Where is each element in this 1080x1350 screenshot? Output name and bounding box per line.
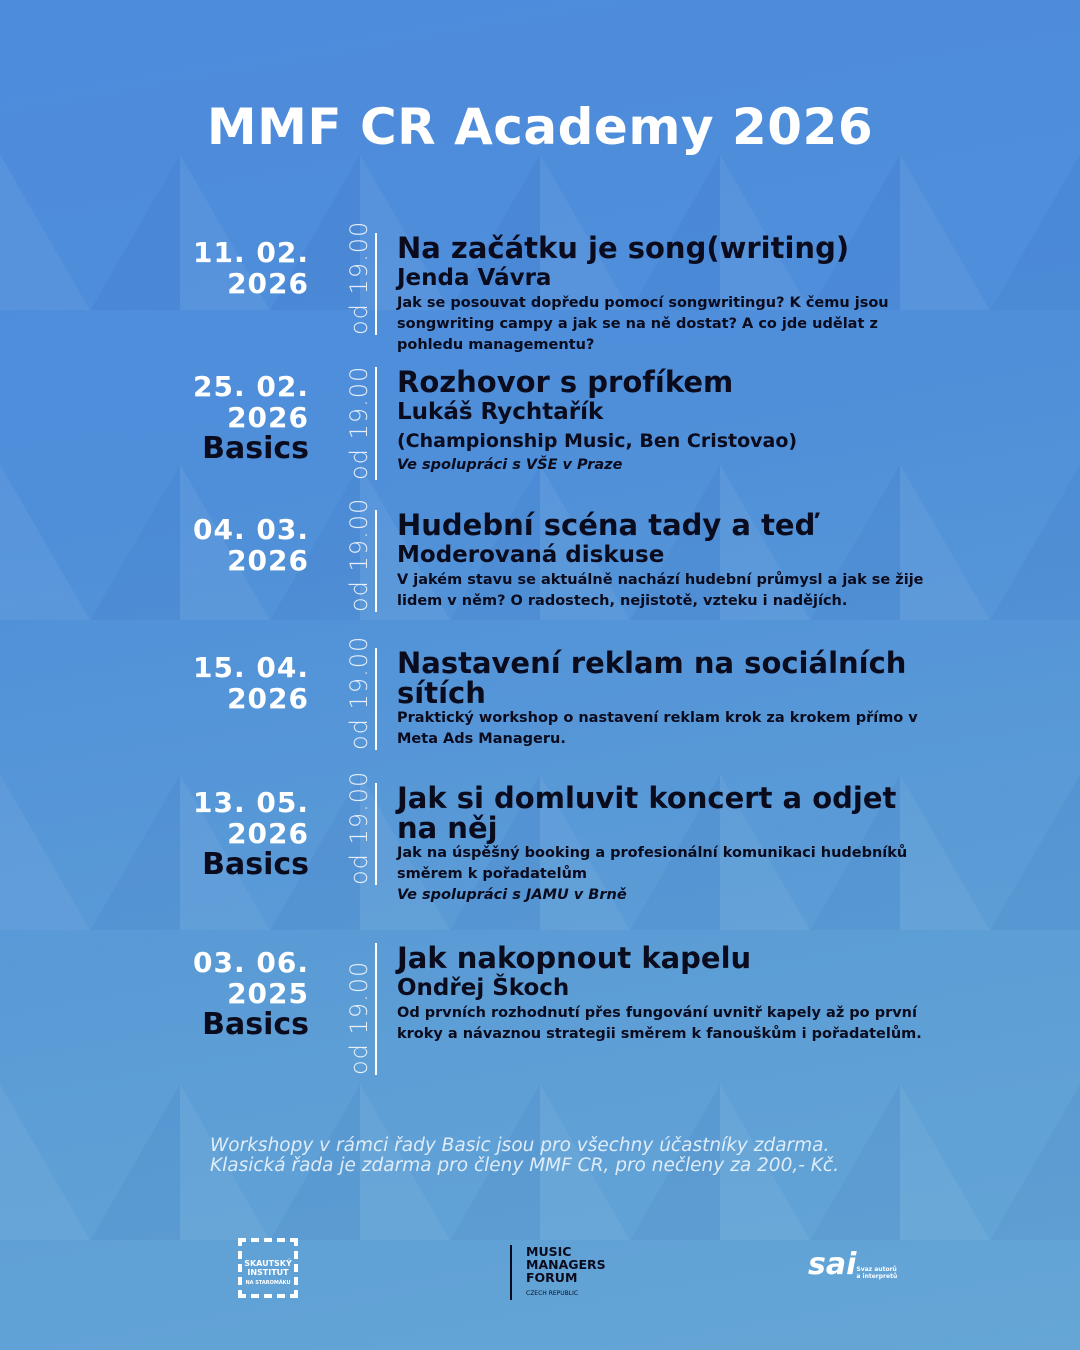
divider-line — [375, 783, 377, 885]
divider-line — [375, 648, 377, 750]
footer-note: Workshopy v rámci řady Basic jsou pro vš… — [210, 1136, 839, 1176]
divider-line — [375, 510, 377, 612]
event-date: 03. 06. 2025 Basics — [193, 947, 309, 1040]
event-description: Praktický workshop o nastavení reklam kr… — [397, 710, 918, 747]
event-description: (Championship Music, Ben Cristovao) — [397, 430, 798, 452]
event-time: od 19.00 — [345, 220, 373, 335]
event-date: 15. 04. 2026 — [193, 652, 309, 714]
event-time: od 19.00 — [345, 365, 373, 480]
event-subtitle: Moderovaná diskuse — [397, 542, 665, 568]
divider-line — [375, 233, 377, 335]
event-date: 11. 02. 2026 — [193, 237, 309, 299]
event-description: V jakém stavu se aktuálně nachází hudebn… — [397, 572, 924, 609]
date-year: 2026 — [227, 817, 309, 850]
event-time: od 19.00 — [345, 770, 373, 885]
event-description: Od prvních rozhodnutí přes fungování uvn… — [397, 1005, 922, 1042]
event-title: Na začátku je song(writing) — [397, 231, 850, 265]
date-year: 2026 — [227, 401, 309, 434]
date-day-month: 15. 04. — [193, 651, 309, 684]
date-day-month: 03. 06. — [193, 946, 309, 979]
event-time: od 19.00 — [345, 635, 373, 750]
event-subtitle: Lukáš Rychtařík — [397, 399, 604, 425]
event-title: Rozhovor s profíkem — [397, 365, 734, 399]
page-title: MMF CR Academy 2026 — [206, 98, 874, 156]
skautsky-institut-logo: SKAUTSKÝ INSTITUT NA STAROMÁKU — [238, 1238, 298, 1298]
event-time: od 19.00 — [345, 497, 373, 612]
mmf-logo: MUSIC MANAGERS FORUM CZECH REPUBLIC — [510, 1245, 606, 1300]
basics-label: Basics — [202, 847, 309, 882]
event-title: Hudební scéna tady a teď — [397, 508, 816, 542]
event-description: Jak se posouvat dopředu pomocí songwriti… — [397, 295, 889, 353]
date-year: 2026 — [227, 682, 309, 715]
date-day-month: 04. 03. — [193, 513, 309, 546]
event-time: od 19.00 — [345, 960, 373, 1075]
event-date: 13. 05. 2026 Basics — [193, 787, 309, 880]
event-title: Nastavení reklam na sociálních sítích — [397, 646, 907, 710]
date-year: 2026 — [227, 544, 309, 577]
event-title: Jak si domluvit koncert a odjet na něj — [397, 781, 897, 845]
date-day-month: 13. 05. — [193, 786, 309, 819]
divider-line — [375, 367, 377, 480]
event-title: Jak nakopnout kapelu — [397, 941, 752, 975]
date-year: 2026 — [227, 267, 309, 300]
event-subtitle: Ondřej Škoch — [397, 975, 570, 1001]
date-day-month: 25. 02. — [193, 370, 309, 403]
sai-logo: saiSvaz autorů a interpretů — [808, 1247, 898, 1282]
date-year: 2025 — [227, 977, 309, 1010]
footer-line-1: Workshopy v rámci řady Basic jsou pro vš… — [210, 1135, 830, 1156]
footer-line-2: Klasická řada je zdarma pro členy MMF CR… — [210, 1155, 839, 1176]
divider-line — [375, 943, 377, 1075]
event-note: Ve spolupráci s VŠE v Praze — [397, 457, 623, 473]
event-note: Ve spolupráci s JAMU v Brně — [397, 887, 627, 903]
event-date: 25. 02. 2026 Basics — [193, 371, 309, 464]
event-date: 04. 03. 2026 — [193, 514, 309, 576]
event-description: Jak na úspěšný booking a profesionální k… — [397, 845, 908, 882]
date-day-month: 11. 02. — [193, 236, 309, 269]
basics-label: Basics — [202, 1007, 309, 1042]
event-subtitle: Jenda Vávra — [397, 265, 552, 291]
basics-label: Basics — [202, 431, 309, 466]
